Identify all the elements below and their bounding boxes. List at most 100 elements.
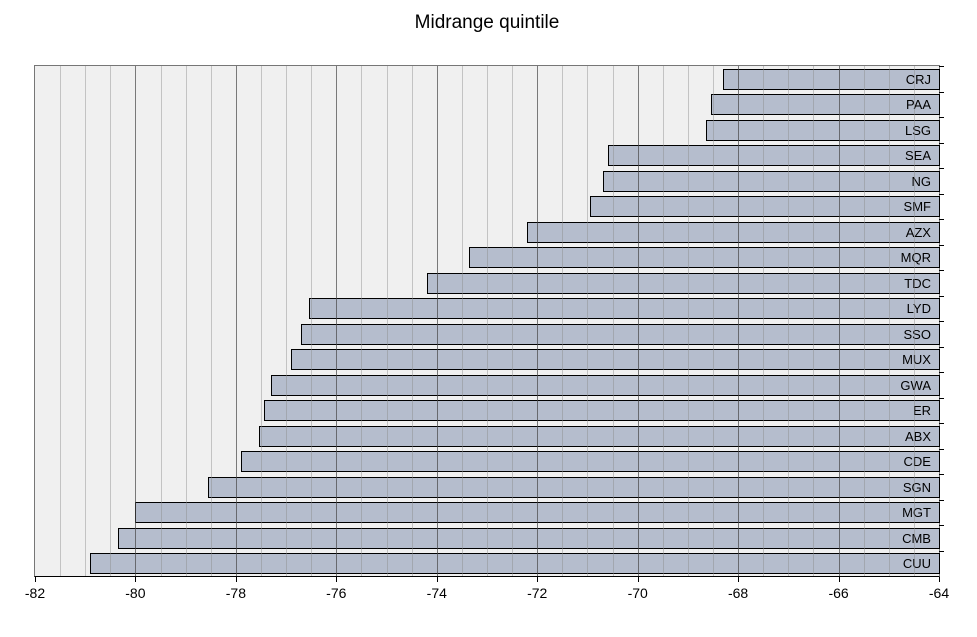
- minor-gridline: [662, 66, 664, 576]
- bar-label: LYD: [906, 301, 931, 316]
- category-axis-tick: [939, 499, 944, 501]
- x-axis-tick-label: -70: [627, 585, 648, 601]
- bar-label: SGN: [902, 479, 931, 495]
- category-axis-tick: [939, 117, 944, 118]
- minor-gridline: [60, 66, 62, 576]
- x-axis-tick-label: -68: [727, 585, 749, 601]
- bar-lsg: LSG: [705, 119, 940, 141]
- minor-gridline: [763, 66, 765, 576]
- major-gridline: [537, 66, 539, 576]
- minor-gridline: [386, 66, 388, 576]
- x-axis-tick: [838, 577, 840, 582]
- major-gridline: [738, 66, 740, 576]
- minor-gridline: [813, 66, 815, 576]
- bar-label: ABX: [904, 428, 931, 444]
- minor-gridline: [913, 66, 915, 576]
- bar-lyd: LYD: [308, 298, 940, 319]
- minor-gridline: [888, 66, 890, 576]
- x-axis-tick: [637, 577, 639, 582]
- minor-gridline: [160, 66, 162, 576]
- bar-sso: SSO: [301, 323, 940, 345]
- minor-gridline: [110, 66, 112, 576]
- x-axis-tick-label: -66: [828, 585, 849, 601]
- bar-paa: PAA: [710, 94, 940, 115]
- bar-mqr: MQR: [469, 247, 940, 268]
- minor-gridline: [713, 66, 714, 576]
- bar-azx: AZX: [527, 221, 940, 243]
- major-gridline: [838, 66, 840, 576]
- x-axis-tick: [235, 577, 237, 582]
- bar-ng: NG: [602, 170, 940, 192]
- bar-smf: SMF: [590, 196, 940, 217]
- category-axis-tick: [939, 219, 944, 220]
- bar-label: TDC: [904, 275, 931, 291]
- bar-label: SMF: [903, 199, 931, 214]
- bar-tdc: TDC: [426, 272, 940, 294]
- major-gridline: [436, 66, 438, 576]
- minor-gridline: [261, 66, 262, 576]
- minor-gridline: [286, 66, 288, 576]
- category-axis-tick: [939, 550, 944, 552]
- minor-gridline: [210, 66, 212, 576]
- x-axis-tick: [738, 577, 740, 582]
- bar-mux: MUX: [291, 349, 940, 370]
- category-axis-tick: [939, 321, 944, 322]
- x-axis-tick-label: -80: [125, 585, 146, 601]
- x-axis-tick: [35, 577, 36, 582]
- x-axis-tick-label: -74: [426, 585, 447, 601]
- chart-title: Midrange quintile: [414, 12, 560, 33]
- category-axis-tick: [939, 525, 944, 526]
- minor-gridline: [562, 66, 564, 576]
- bar-label: GWA: [900, 377, 931, 393]
- bar-cuu: CUU: [90, 553, 940, 574]
- category-axis-tick: [939, 474, 944, 475]
- bar-label: PAA: [905, 97, 931, 112]
- category-axis-tick: [939, 270, 944, 271]
- bar-cde: CDE: [240, 451, 940, 472]
- plot-area: CRJ PAA LSG SEA NG SMF AZX MQR TDC LYD SSO MUX GWA ER…: [34, 65, 944, 577]
- bar-abx: ABX: [258, 425, 940, 447]
- category-axis-tick: [939, 346, 944, 348]
- category-axis-tick: [939, 448, 944, 450]
- minor-gridline: [863, 66, 865, 576]
- minor-gridline: [361, 66, 363, 576]
- bar-label: MGT: [902, 505, 931, 520]
- minor-gridline: [487, 66, 488, 576]
- bar-gwa: GWA: [271, 374, 940, 396]
- x-axis-tick-label: -76: [326, 585, 347, 601]
- category-axis-tick: [939, 66, 944, 67]
- minor-gridline: [512, 66, 514, 576]
- major-gridline: [336, 66, 338, 576]
- x-axis-tick-label: -78: [225, 585, 246, 601]
- category-axis-tick: [939, 423, 944, 424]
- minor-gridline: [587, 66, 589, 576]
- x-axis-tick: [436, 577, 438, 582]
- category-axis-tick: [939, 397, 944, 399]
- x-axis-tick-label: -64: [928, 585, 950, 601]
- category-axis-tick: [939, 168, 944, 169]
- bar-label: NG: [911, 173, 932, 189]
- bar-sgn: SGN: [208, 476, 940, 498]
- x-axis-tick: [135, 577, 137, 582]
- category-axis-tick: [939, 372, 944, 373]
- minor-gridline: [612, 66, 614, 576]
- bar-cmb: CMB: [117, 527, 940, 549]
- bar-label: MUX: [902, 352, 931, 367]
- minor-gridline: [85, 66, 87, 576]
- minor-gridline: [461, 66, 463, 576]
- bar-label: CRJ: [905, 71, 931, 87]
- major-gridline: [135, 66, 137, 576]
- bar-er: ER: [263, 400, 940, 421]
- x-axis-tick: [537, 577, 539, 582]
- bar-crj: CRJ: [723, 68, 940, 90]
- category-axis-tick: [939, 193, 944, 195]
- x-axis-tick-label: -82: [24, 585, 46, 601]
- x-axis-tick: [336, 577, 338, 582]
- category-axis-tick: [939, 91, 944, 93]
- minor-gridline: [687, 66, 689, 576]
- major-gridline: [235, 66, 237, 576]
- bar-label: CMB: [902, 530, 931, 546]
- bar-label: CUU: [902, 556, 931, 571]
- major-gridline: [637, 66, 639, 576]
- x-axis-tick-label: -72: [527, 585, 548, 601]
